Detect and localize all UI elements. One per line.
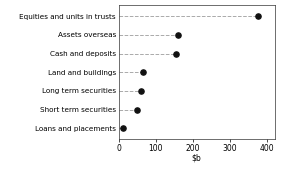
Point xyxy=(141,71,145,74)
Point xyxy=(135,108,140,111)
Point xyxy=(139,90,143,92)
Point xyxy=(174,52,179,55)
Point xyxy=(256,15,260,18)
X-axis label: $b: $b xyxy=(192,154,201,163)
Point xyxy=(120,127,125,130)
Point xyxy=(176,34,181,36)
